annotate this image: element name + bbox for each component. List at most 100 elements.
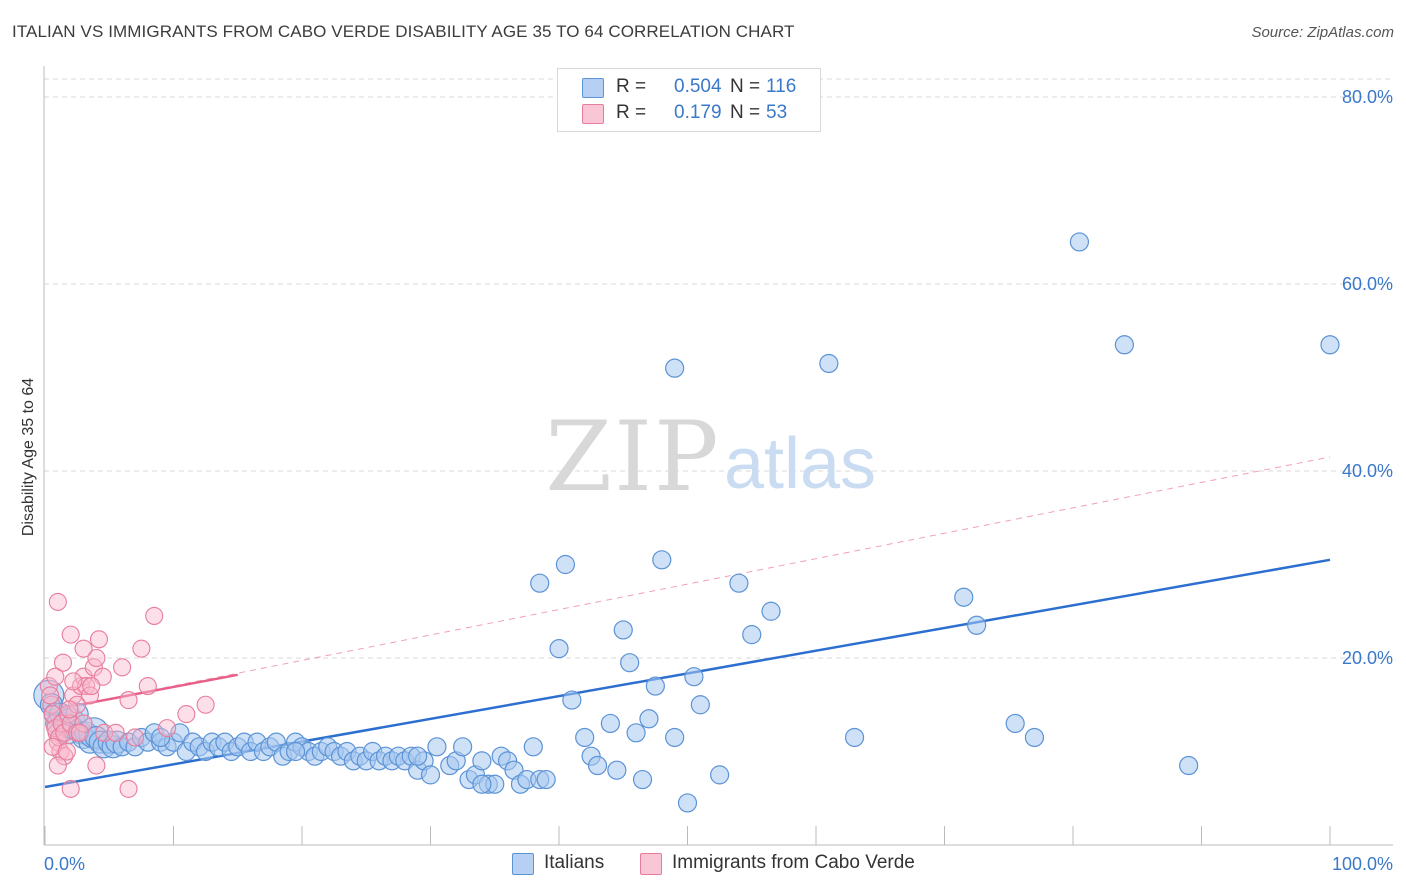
grid-layer <box>44 78 1393 659</box>
legend-swatch-cabo-verde <box>640 853 662 875</box>
legend-r-label: R = <box>616 102 647 123</box>
point-italians <box>536 769 556 790</box>
x-tick-label: 100.0% <box>1332 854 1393 874</box>
point-italians <box>285 741 306 762</box>
point-italians <box>626 723 646 743</box>
y-tick-label: 80.0% <box>1342 87 1393 107</box>
point-italians <box>600 713 621 734</box>
y-tick-label: 40.0% <box>1342 461 1393 481</box>
point-cabo-verde <box>87 648 106 668</box>
point-italians <box>1179 755 1199 776</box>
point-cabo-verde <box>64 672 83 691</box>
point-cabo-verde <box>145 606 164 625</box>
watermark-atlas: atlas <box>724 424 876 504</box>
point-cabo-verde <box>125 728 144 747</box>
point-italians <box>645 676 665 696</box>
legend-r-label: R = <box>616 76 647 97</box>
point-italians <box>523 737 543 757</box>
point-cabo-verde <box>42 695 61 714</box>
point-italians <box>472 774 492 794</box>
y-tick-label: 20.0% <box>1342 648 1393 668</box>
point-italians <box>549 639 569 659</box>
point-italians <box>420 765 441 785</box>
point-italians <box>844 727 865 748</box>
point-italians <box>575 727 595 748</box>
source-label: Source: ZipAtlas.com <box>1251 24 1394 41</box>
point-italians <box>453 737 473 757</box>
point-cabo-verde <box>61 779 80 798</box>
chart-title: ITALIAN VS IMMIGRANTS FROM CABO VERDE DI… <box>12 22 795 41</box>
point-cabo-verde <box>48 592 67 611</box>
point-italians <box>1114 335 1135 355</box>
point-italians <box>632 769 653 790</box>
legend-n-label: N = <box>730 102 761 123</box>
point-italians <box>1005 713 1025 734</box>
point-cabo-verde <box>138 676 157 696</box>
point-italians <box>613 620 633 640</box>
point-cabo-verde <box>74 639 93 658</box>
point-italians <box>1024 727 1045 748</box>
point-italians <box>665 727 685 748</box>
legend-r-value: 0.179 <box>674 102 722 123</box>
point-italians <box>530 573 550 593</box>
point-cabo-verde <box>89 630 109 649</box>
point-cabo-verde <box>48 756 67 775</box>
point-italians <box>1320 335 1340 355</box>
point-italians <box>472 751 492 771</box>
point-italians <box>729 573 749 593</box>
point-italians <box>620 653 640 673</box>
point-italians <box>562 690 582 710</box>
point-cabo-verde <box>177 705 196 724</box>
point-cabo-verde <box>113 658 132 677</box>
point-italians <box>408 746 428 766</box>
legend-swatch-cabo-verde <box>582 104 604 124</box>
point-cabo-verde <box>70 723 89 742</box>
point-cabo-verde <box>61 625 80 644</box>
x-tick-label: 0.0% <box>44 854 85 874</box>
legend-n-label: N = <box>730 76 761 97</box>
trend-cabo-verde-extended <box>44 456 1331 712</box>
y-tick-label: 60.0% <box>1342 274 1393 294</box>
legend-n-value: 53 <box>766 102 788 123</box>
point-italians <box>1069 232 1090 252</box>
point-italians <box>639 709 659 729</box>
legend: R = 0.504 N = 116 R = 0.179 N = 53 <box>557 68 821 132</box>
point-italians <box>607 760 627 780</box>
point-italians <box>690 695 710 715</box>
point-cabo-verde <box>106 723 125 742</box>
point-italians <box>587 755 608 776</box>
point-cabo-verde <box>119 691 138 710</box>
point-cabo-verde <box>53 653 73 672</box>
point-italians <box>684 667 704 687</box>
point-cabo-verde <box>119 779 138 798</box>
labels-layer: 20.0% 40.0% 60.0% 80.0% 0.0% 100.0% <box>44 87 1393 874</box>
legend-swatch-italians <box>512 853 534 875</box>
point-cabo-verde <box>57 742 76 761</box>
point-cabo-verde <box>43 737 62 756</box>
watermark: ZIP atlas <box>545 401 876 513</box>
point-italians <box>742 625 762 645</box>
point-italians <box>761 601 781 621</box>
point-italians <box>151 727 171 748</box>
point-italians <box>555 554 576 575</box>
legend-label-cabo-verde: Immigrants from Cabo Verde <box>672 852 915 873</box>
point-italians <box>967 615 987 635</box>
point-cabo-verde <box>196 695 215 714</box>
point-cabo-verde <box>60 700 79 719</box>
point-italians <box>954 587 974 607</box>
point-cabo-verde <box>82 676 101 696</box>
point-cabo-verde <box>132 639 151 658</box>
point-italians <box>652 550 672 570</box>
legend-n-value: 116 <box>766 76 797 97</box>
point-cabo-verde <box>80 686 100 705</box>
y-axis-label: Disability Age 35 to 64 <box>20 378 37 536</box>
point-italians <box>665 358 685 378</box>
point-cabo-verde <box>158 719 177 738</box>
point-italians <box>677 793 698 813</box>
points-layer <box>33 232 1340 813</box>
point-cabo-verde <box>74 714 93 733</box>
point-cabo-verde <box>46 667 65 686</box>
point-italians <box>710 765 730 785</box>
point-cabo-verde <box>87 756 106 775</box>
point-italians <box>819 353 839 374</box>
